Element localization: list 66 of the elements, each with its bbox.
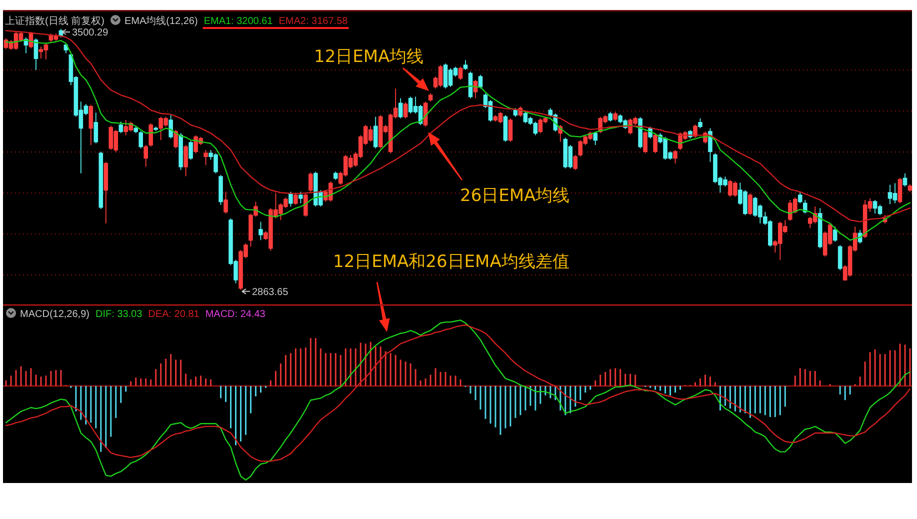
candlestick xyxy=(503,114,508,142)
candlestick xyxy=(333,171,338,180)
candlestick xyxy=(428,92,433,102)
candlestick xyxy=(174,129,178,149)
candlestick xyxy=(304,192,308,218)
candlestick xyxy=(34,38,38,70)
candlestick xyxy=(258,221,263,241)
candlestick xyxy=(168,114,173,139)
candlestick xyxy=(204,150,208,166)
candlestick xyxy=(144,144,148,168)
annotation: 12日EMA均线 xyxy=(314,47,424,67)
chart-subtitle: EMA均线(12,26) xyxy=(124,15,198,27)
candlestick xyxy=(188,140,193,160)
candlestick xyxy=(902,172,908,187)
candlestick xyxy=(698,118,702,129)
candlestick xyxy=(818,208,822,249)
candlestick xyxy=(573,154,578,170)
annotation: 2863.65 xyxy=(252,287,289,298)
candlestick xyxy=(798,192,802,204)
candlestick xyxy=(98,151,104,210)
candlestick xyxy=(104,161,108,224)
candlestick xyxy=(832,226,838,242)
chart-title: 上证指数(日线 前复权) xyxy=(5,15,104,27)
candlestick xyxy=(148,122,153,148)
candlestick xyxy=(608,111,612,122)
candlestick xyxy=(154,126,158,132)
chart-title: MACD(12,26,9) xyxy=(20,309,90,320)
candlestick xyxy=(294,192,298,206)
candlestick xyxy=(653,132,658,154)
candlestick xyxy=(224,191,228,214)
candlestick xyxy=(134,126,138,134)
candlestick xyxy=(218,174,223,206)
candlestick xyxy=(908,184,912,192)
annotation: 26日EMA均线 xyxy=(460,186,570,206)
candlestick xyxy=(643,130,648,154)
candlestick xyxy=(88,104,94,146)
text: DEA: 20.81 xyxy=(148,309,200,320)
candlestick xyxy=(118,121,124,134)
candlestick xyxy=(838,244,842,271)
candlestick xyxy=(898,177,902,204)
candlestick xyxy=(463,60,468,70)
annotation: 3500.29 xyxy=(72,28,109,39)
annotation: 12日EMA和26日EMA均线差值 xyxy=(333,252,570,272)
text: MACD: 24.43 xyxy=(205,309,266,320)
candlestick xyxy=(458,66,463,80)
candlestick xyxy=(94,112,98,144)
candlestick xyxy=(513,108,518,118)
candlestick xyxy=(288,191,293,207)
candlestick xyxy=(403,102,408,119)
candlestick xyxy=(508,118,513,142)
text: DIF: 33.03 xyxy=(95,309,143,320)
text: EMA1: 3200.61 xyxy=(204,16,274,27)
candlestick xyxy=(613,111,618,122)
text: EMA2: 3167.58 xyxy=(278,16,348,27)
candlestick xyxy=(673,150,678,164)
candlestick xyxy=(308,172,313,192)
candlestick xyxy=(298,191,303,204)
candlestick xyxy=(398,98,403,119)
candlestick xyxy=(478,74,483,89)
candlestick xyxy=(468,71,473,99)
candlestick xyxy=(138,130,143,149)
candlestick xyxy=(178,132,183,170)
candlestick xyxy=(593,131,598,146)
candlestick xyxy=(373,116,378,149)
candlestick xyxy=(748,192,752,216)
candlestick xyxy=(184,144,188,177)
